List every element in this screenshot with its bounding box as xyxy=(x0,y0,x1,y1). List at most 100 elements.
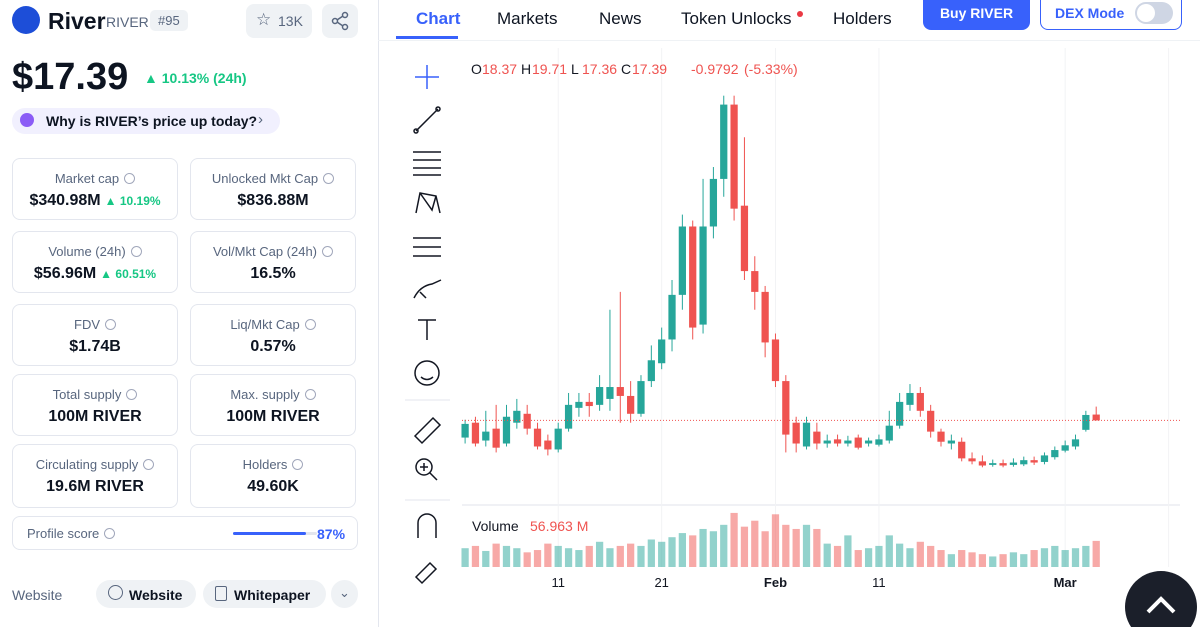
volume-bar xyxy=(802,524,811,567)
candle-body xyxy=(709,178,718,227)
stat-value: $340.98M ▲ 10.19% xyxy=(13,192,177,210)
notification-dot xyxy=(797,11,803,17)
stat-label-text: Volume (24h) xyxy=(48,244,126,259)
tab[interactable]: Markets xyxy=(497,9,558,28)
candle-body xyxy=(792,422,800,444)
volume-bar xyxy=(564,548,573,567)
candle-body xyxy=(606,387,614,399)
candle-body xyxy=(1082,414,1090,430)
candle-body xyxy=(958,441,966,459)
stat-card: Liq/Mkt Cap 0.57% xyxy=(190,304,356,366)
stat-value: 16.5% xyxy=(191,265,355,283)
coin-name: River xyxy=(48,8,106,34)
stat-value-text: 19.6M RIVER xyxy=(46,478,144,495)
volume-bar xyxy=(761,531,769,567)
stat-value: $1.74B xyxy=(13,338,177,356)
share-button[interactable] xyxy=(322,4,358,38)
candle-body xyxy=(802,422,811,447)
stat-label: Unlocked Mkt Cap xyxy=(191,171,355,186)
volume-bar xyxy=(689,535,697,567)
stat-value-text: 16.5% xyxy=(250,265,296,282)
volume-bar xyxy=(616,545,624,567)
tab[interactable]: Token Unlocks xyxy=(681,9,792,28)
watchlist-count: 13K xyxy=(278,13,303,29)
volume-value: 56.963 M xyxy=(530,518,588,534)
volume-bar xyxy=(771,514,780,567)
candle-body xyxy=(502,416,511,444)
info-icon xyxy=(105,319,116,330)
website-button[interactable]: Website xyxy=(96,580,196,608)
candle-body xyxy=(947,440,955,444)
volume-bar xyxy=(709,531,718,567)
website-label: Website xyxy=(12,587,63,603)
volume-bar xyxy=(513,548,521,567)
volume-label: Volume xyxy=(472,518,519,534)
stat-change-text: 10.19% xyxy=(119,194,161,208)
more-links-button[interactable]: ⌄ xyxy=(331,580,358,608)
dex-mode-toggle[interactable]: DEX Mode xyxy=(1040,0,1182,30)
candle-body xyxy=(689,226,697,328)
score-track xyxy=(233,532,317,535)
volume-bar xyxy=(937,550,945,567)
candle-body xyxy=(761,291,769,343)
volume-bar xyxy=(1040,548,1049,567)
candle-body xyxy=(471,422,480,444)
price-change-text: 10.13% (24h) xyxy=(161,70,247,86)
info-icon xyxy=(143,459,155,470)
volume-bar xyxy=(699,528,707,567)
volume-bar xyxy=(968,552,976,567)
stat-label: Market cap xyxy=(13,171,177,186)
candle-body xyxy=(978,461,987,466)
volume-bar xyxy=(1020,554,1028,567)
tab[interactable]: News xyxy=(599,9,642,28)
candle-body xyxy=(885,425,893,441)
profile-label-text: Profile score xyxy=(27,526,100,541)
stat-value: $836.88M xyxy=(191,192,355,210)
tab[interactable]: Chart xyxy=(416,9,461,28)
volume-bar xyxy=(1051,545,1059,567)
volume-bar xyxy=(637,545,645,567)
ohlc-change: -0.9792 xyxy=(691,61,739,77)
stat-label: Holders xyxy=(191,457,355,472)
candle-body xyxy=(833,439,842,444)
whitepaper-button[interactable]: Whitepaper xyxy=(203,580,326,608)
candle-body xyxy=(730,104,738,209)
stat-card: Max. supply 100M RIVER xyxy=(190,374,356,436)
candle-body xyxy=(461,423,469,438)
candle-body xyxy=(616,387,624,396)
stat-label-text: Market cap xyxy=(54,171,120,186)
stat-value-text: $340.98M xyxy=(29,192,101,209)
volume-bar xyxy=(833,545,842,567)
x-tick-label: 11 xyxy=(551,575,565,590)
stat-value-text: 100M RIVER xyxy=(226,408,320,425)
stat-card: FDV $1.74B xyxy=(12,304,178,366)
candle-body xyxy=(864,440,873,444)
stat-card: Total supply 100M RIVER xyxy=(12,374,178,436)
score-bar xyxy=(233,532,307,535)
volume-bar xyxy=(678,533,686,567)
volume-bar xyxy=(999,554,1007,567)
volume-bar xyxy=(595,541,604,567)
volume-bar xyxy=(544,543,552,567)
volume-bar xyxy=(740,526,749,567)
buy-button[interactable]: Buy RIVER xyxy=(923,0,1030,30)
ai-prompt-text: Why is RIVER’s price up today? xyxy=(46,113,258,129)
volume-bar xyxy=(927,545,935,567)
coin-symbol: RIVER xyxy=(106,14,149,30)
tab[interactable]: Holders xyxy=(833,9,892,28)
profile-score: Profile score 87% xyxy=(12,516,358,550)
candle-body xyxy=(1061,445,1069,451)
stat-change: ▲ 10.19% xyxy=(104,194,161,208)
ai-prompt[interactable]: Why is RIVER’s price up today? › xyxy=(12,108,280,134)
watchlist-button[interactable]: ☆ 13K xyxy=(246,4,312,38)
stat-card: Vol/Mkt Cap (24h) 16.5% xyxy=(190,231,356,293)
stat-card: Holders 49.60K xyxy=(190,444,356,508)
stat-change-text: 60.51% xyxy=(115,267,157,281)
stat-label: Max. supply xyxy=(191,387,355,402)
x-tick-label: Feb xyxy=(764,575,787,590)
info-icon xyxy=(322,246,334,257)
volume-bar xyxy=(627,543,635,567)
x-tick-label: Mar xyxy=(1054,575,1077,590)
volume-bar xyxy=(958,550,966,567)
